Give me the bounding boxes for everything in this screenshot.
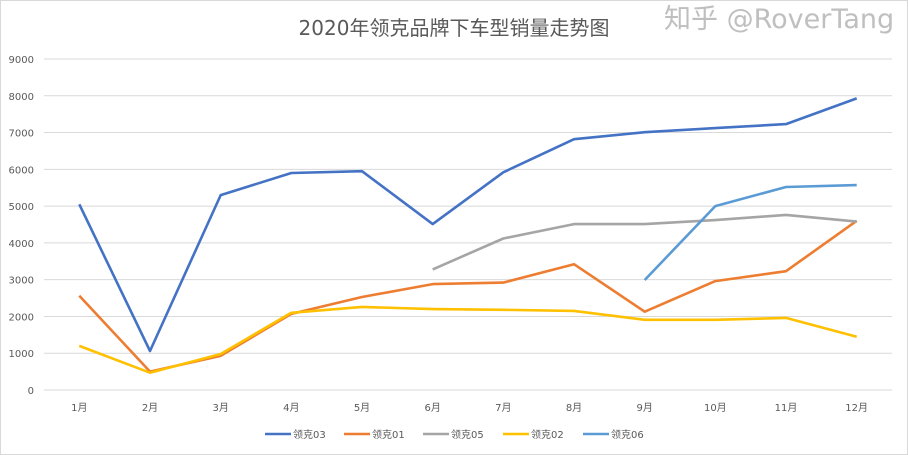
x-tick-label: 2月 bbox=[142, 402, 158, 414]
x-tick-label: 5月 bbox=[354, 402, 370, 414]
series-line-领克05 bbox=[432, 213, 857, 271]
y-tick-label: 2000 bbox=[9, 312, 34, 323]
x-tick-label: 12月 bbox=[845, 402, 868, 414]
legend-label: 领克01 bbox=[372, 428, 405, 441]
y-tick-label: 3000 bbox=[9, 276, 34, 287]
x-tick-label: 4月 bbox=[283, 402, 299, 414]
x-tick-label: 11月 bbox=[775, 402, 798, 414]
y-tick-label: 9000 bbox=[9, 55, 34, 66]
y-tick-label: 5000 bbox=[9, 202, 34, 213]
y-tick-label: 8000 bbox=[9, 92, 34, 103]
series-line-领克06 bbox=[643, 183, 857, 281]
x-tick-label: 9月 bbox=[636, 402, 652, 414]
chart-title: 2020年领克品牌下车型销量走势图 bbox=[299, 16, 610, 40]
legend-label: 领克02 bbox=[531, 428, 564, 441]
series-line-领克01 bbox=[78, 219, 858, 373]
y-tick-label: 6000 bbox=[9, 165, 34, 176]
x-tick-label: 6月 bbox=[424, 402, 440, 414]
series-line-领克02 bbox=[78, 305, 858, 375]
y-tick-label: 0 bbox=[28, 386, 34, 397]
x-tick-label: 1月 bbox=[71, 402, 87, 414]
x-tick-label: 8月 bbox=[566, 402, 582, 414]
x-tick-label: 10月 bbox=[704, 402, 727, 414]
legend-label: 领克05 bbox=[451, 428, 484, 441]
watermark: 知乎 @RoverTang bbox=[664, 4, 895, 35]
x-tick-label: 7月 bbox=[495, 402, 511, 414]
y-tick-label: 1000 bbox=[9, 349, 34, 360]
y-tick-label: 7000 bbox=[9, 129, 34, 140]
x-tick-label: 3月 bbox=[212, 402, 228, 414]
y-tick-label: 4000 bbox=[9, 239, 34, 250]
legend-label: 领克03 bbox=[293, 428, 326, 441]
legend-label: 领克06 bbox=[611, 428, 644, 441]
series-line-领克03 bbox=[78, 97, 858, 353]
